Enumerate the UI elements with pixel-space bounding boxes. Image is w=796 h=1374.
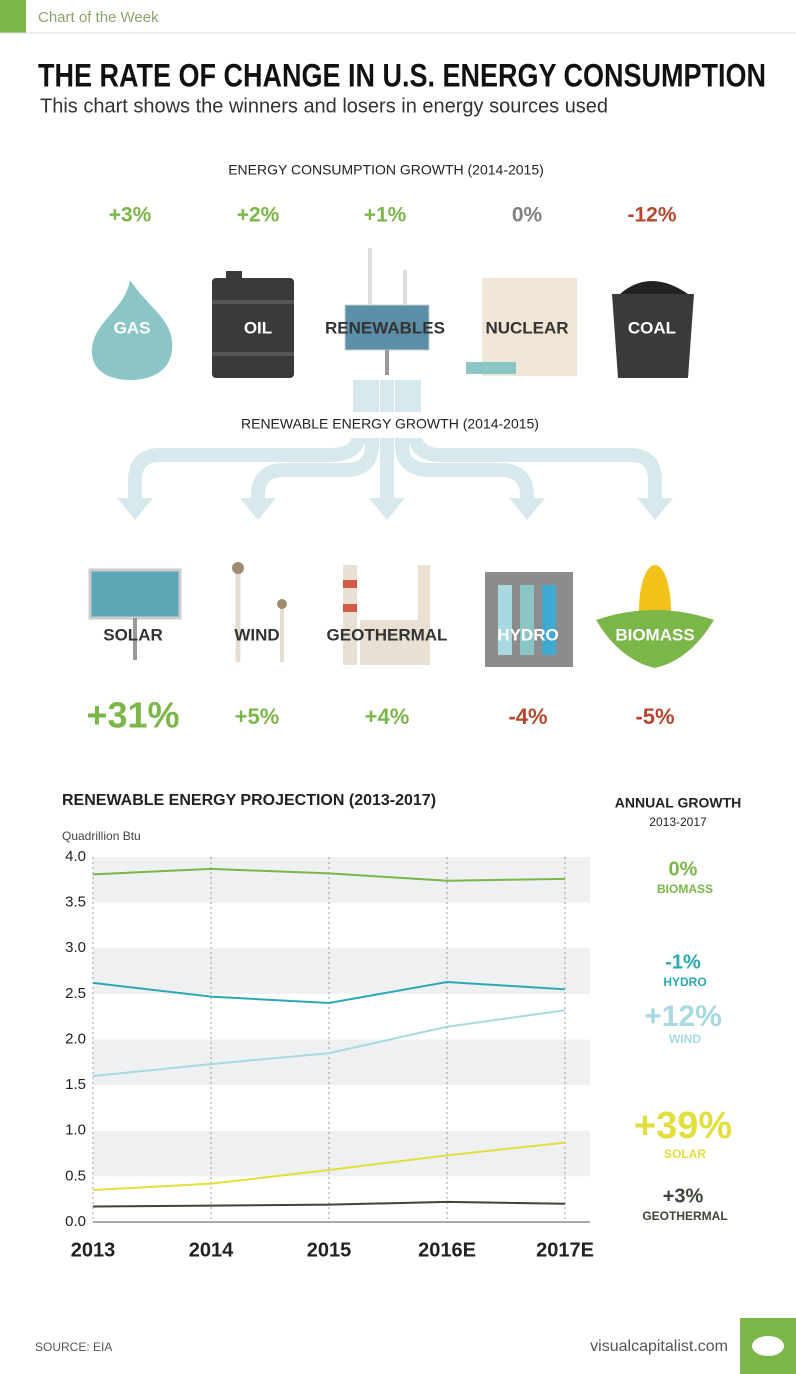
growth: -5% <box>635 704 674 729</box>
y-tick-label: 1.5 <box>65 1076 86 1093</box>
series-name: WIND <box>669 1032 701 1046</box>
x-tick-label: 2017E <box>536 1239 594 1261</box>
source-label: GAS <box>114 318 151 337</box>
y-axis-label: Quadrillion Btu <box>62 829 141 843</box>
series-line <box>92 981 566 1005</box>
annual-growth: +3% <box>663 1185 704 1207</box>
source: SOURCE: EIA <box>35 1340 112 1354</box>
tag-marker <box>0 0 26 33</box>
growth: +3% <box>109 204 152 227</box>
logo-cloud <box>752 1336 784 1356</box>
series-line <box>92 1141 566 1192</box>
subtitle: This chart shows the winners and losers … <box>40 95 608 117</box>
renewables-row: SOLAR +31% WIND +5% GEOTHERMAL +4% HYDRO -4% BIO… <box>86 625 694 735</box>
grid-band <box>93 1130 590 1177</box>
x-tick-label: 2015 <box>307 1239 352 1261</box>
source-label: RENEWABLES <box>325 318 445 337</box>
grid-band <box>93 1039 590 1086</box>
y-tick-label: 2.0 <box>65 1030 86 1047</box>
tag: Chart of the Week <box>38 9 159 26</box>
source-label: COAL <box>628 318 676 337</box>
annual-growth: +12% <box>644 1000 722 1033</box>
icons-row-2 <box>88 562 714 668</box>
source-label: BIOMASS <box>615 625 694 644</box>
series-line <box>92 1200 566 1208</box>
x-tick-label: 2014 <box>189 1239 234 1261</box>
growth: +4% <box>365 704 410 729</box>
flow-arrows <box>128 380 662 500</box>
series-name: BIOMASS <box>657 882 713 896</box>
y-tick-label: 3.5 <box>65 894 86 911</box>
series-name: GEOTHERMAL <box>642 1209 727 1223</box>
y-tick-label: 1.0 <box>65 1122 86 1139</box>
icons-row-1 <box>91 248 694 380</box>
annual-growth: 0% <box>669 858 698 880</box>
arrow-heads <box>117 498 673 520</box>
series-name: SOLAR <box>664 1147 706 1161</box>
chart-title: RENEWABLE ENERGY PROJECTION (2013-2017) <box>62 792 436 809</box>
growth: -4% <box>508 704 547 729</box>
source-label: SOLAR <box>103 625 163 644</box>
growth: +31% <box>86 695 179 736</box>
series-name: HYDRO <box>663 975 706 989</box>
consumption-row: +3% GAS +2% OIL +1% RENEWABLES 0% NUCLEAR -12% CO… <box>109 204 677 338</box>
growth: 0% <box>512 204 543 227</box>
y-tick-label: 2.5 <box>65 985 86 1002</box>
y-tick-label: 3.0 <box>65 939 86 956</box>
brand: visualcapitalist.com <box>590 1338 728 1355</box>
source-label: OIL <box>244 318 272 337</box>
growth-subtitle: 2013-2017 <box>649 815 707 829</box>
title-backdrop <box>215 412 565 438</box>
section-title: RENEWABLE ENERGY GROWTH (2014-2015) <box>241 416 539 432</box>
source-label: WIND <box>234 625 279 644</box>
growth: +1% <box>364 204 407 227</box>
growth: +5% <box>235 704 280 729</box>
x-tick-label: 2016E <box>418 1239 476 1261</box>
source-label: NUCLEAR <box>485 318 568 337</box>
annual-growth: +39% <box>634 1105 732 1147</box>
source-label: HYDRO <box>497 625 558 644</box>
series-line <box>92 867 566 882</box>
annual-growth: -1% <box>665 951 701 973</box>
title: THE RATE OF CHANGE IN U.S. ENERGY CONSUM… <box>38 57 766 93</box>
growth: +2% <box>237 204 280 227</box>
y-tick-label: 0.0 <box>65 1213 86 1230</box>
series-line <box>92 1009 566 1077</box>
y-tick-label: 4.0 <box>65 848 86 865</box>
section-title: ENERGY CONSUMPTION GROWTH (2014-2015) <box>228 162 544 178</box>
y-tick-label: 0.5 <box>65 1167 86 1184</box>
source-label: GEOTHERMAL <box>327 625 448 644</box>
growth-title: ANNUAL GROWTH <box>615 795 742 811</box>
line-chart: RENEWABLE ENERGY PROJECTION (2013-2017) Q… <box>62 792 741 1261</box>
growth: -12% <box>627 204 676 227</box>
x-tick-label: 2013 <box>71 1239 116 1261</box>
